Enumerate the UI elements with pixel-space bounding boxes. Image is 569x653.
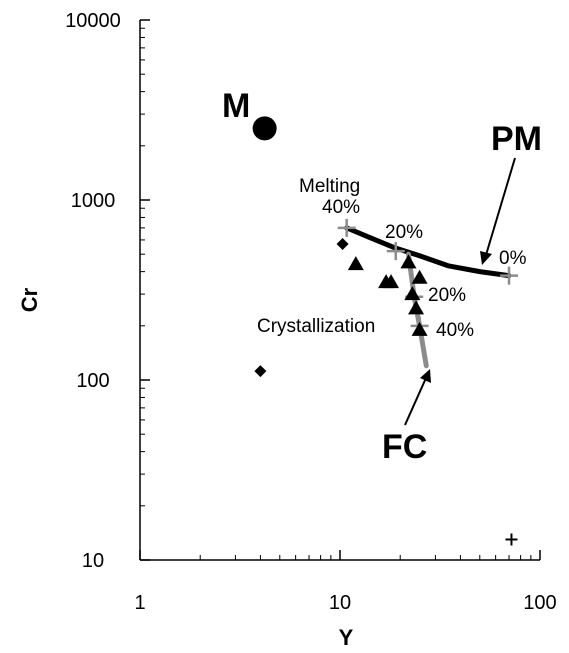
y-axis-title: Cr: [17, 287, 42, 312]
y-tick-label: 1000: [71, 190, 116, 212]
axes: 10 100 1000 10000 1 10 100: [65, 10, 557, 614]
x-tick-label: 1: [134, 592, 145, 614]
label-cryst-40: 40%: [436, 320, 474, 341]
triangle-point: [400, 254, 417, 269]
triangle-point: [404, 286, 421, 301]
triangle-point: [408, 300, 425, 315]
label-pm: PM: [491, 120, 542, 158]
label-melt-40: 40%: [322, 197, 360, 218]
x-tick-label: 100: [523, 592, 556, 614]
circle-point: [252, 116, 277, 141]
triangle-point: [347, 256, 364, 271]
melting-tick-mark: [337, 218, 356, 237]
label-crystallization: Crystallization: [257, 316, 375, 337]
melting-tick-mark: [386, 242, 405, 261]
label-m: M: [222, 87, 250, 125]
label-fc: FC: [382, 428, 427, 466]
arrow-pm: [480, 157, 516, 265]
diamond-point: [254, 365, 267, 378]
plus-point: [505, 533, 518, 546]
diamond-point: [336, 237, 349, 250]
melting-curve: [344, 225, 512, 279]
label-melting: Melting: [299, 176, 360, 197]
triangle-point: [411, 321, 428, 336]
x-tick-label: 10: [329, 592, 351, 614]
label-melt-0: 0%: [499, 248, 527, 269]
y-tick-label: 10000: [65, 10, 121, 32]
x-axis-title: Y: [339, 625, 354, 650]
arrow-fc: [404, 369, 431, 426]
label-cryst-20: 20%: [428, 285, 466, 306]
y-tick-label: 100: [76, 370, 109, 392]
data-points: [252, 116, 518, 546]
y-tick-label: 10: [82, 550, 104, 572]
label-melt-20: 20%: [385, 222, 423, 243]
triangle-point: [383, 274, 400, 289]
melting-tick-mark: [500, 266, 519, 285]
triangle-point: [411, 269, 428, 284]
